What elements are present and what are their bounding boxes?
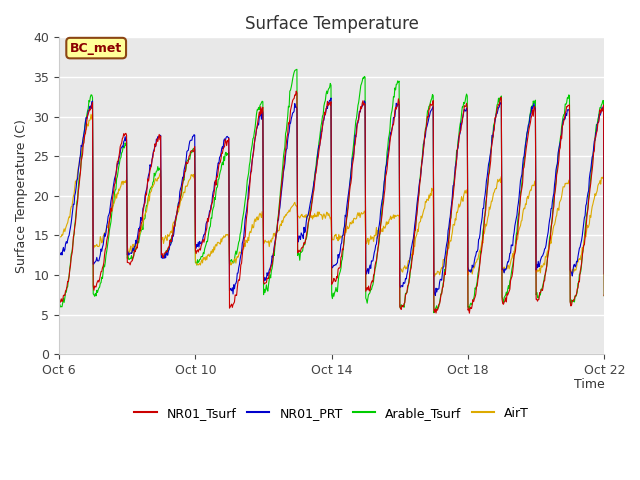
Arable_Tsurf — [122, 140, 129, 146]
NR01_PRT — [404, 263, 412, 269]
NR01_Tsurf — [404, 282, 412, 288]
AirT — [122, 178, 130, 183]
Line: Arable_Tsurf: Arable_Tsurf — [59, 69, 637, 313]
AirT — [55, 234, 63, 240]
NR01_Tsurf — [172, 214, 180, 220]
NR01_Tsurf — [133, 245, 141, 251]
NR01_Tsurf — [122, 131, 129, 137]
NR01_PRT — [431, 293, 439, 299]
AirT — [134, 233, 142, 239]
AirT — [356, 210, 364, 216]
NR01_Tsurf — [499, 300, 507, 306]
Title: Surface Temperature: Surface Temperature — [244, 15, 419, 33]
Arable_Tsurf — [293, 66, 301, 72]
AirT — [431, 274, 438, 279]
AirT — [499, 265, 507, 271]
Arable_Tsurf — [430, 310, 438, 316]
NR01_PRT — [634, 163, 640, 168]
NR01_Tsurf — [465, 310, 473, 316]
Arable_Tsurf — [55, 305, 63, 311]
Y-axis label: Surface Temperature (C): Surface Temperature (C) — [15, 119, 28, 273]
Arable_Tsurf — [172, 216, 180, 222]
NR01_PRT — [122, 134, 129, 140]
Text: BC_met: BC_met — [70, 42, 122, 55]
Arable_Tsurf — [634, 130, 640, 136]
NR01_PRT — [327, 95, 335, 101]
AirT — [404, 258, 412, 264]
Legend: NR01_Tsurf, NR01_PRT, Arable_Tsurf, AirT: NR01_Tsurf, NR01_PRT, Arable_Tsurf, AirT — [129, 402, 534, 424]
AirT — [87, 111, 95, 117]
Arable_Tsurf — [404, 282, 412, 288]
NR01_Tsurf — [634, 156, 640, 162]
NR01_Tsurf — [55, 299, 63, 304]
Line: NR01_Tsurf: NR01_Tsurf — [59, 91, 637, 313]
NR01_PRT — [499, 266, 507, 272]
NR01_PRT — [172, 212, 180, 218]
AirT — [634, 191, 640, 196]
Arable_Tsurf — [133, 242, 141, 248]
NR01_PRT — [133, 236, 141, 241]
NR01_Tsurf — [356, 111, 364, 117]
X-axis label: Time: Time — [573, 378, 604, 391]
Arable_Tsurf — [356, 94, 364, 99]
NR01_Tsurf — [292, 88, 300, 94]
NR01_PRT — [55, 252, 63, 257]
NR01_PRT — [356, 108, 364, 114]
Line: AirT: AirT — [59, 114, 637, 276]
Line: NR01_PRT: NR01_PRT — [59, 98, 637, 296]
AirT — [173, 211, 181, 216]
Arable_Tsurf — [499, 297, 507, 302]
